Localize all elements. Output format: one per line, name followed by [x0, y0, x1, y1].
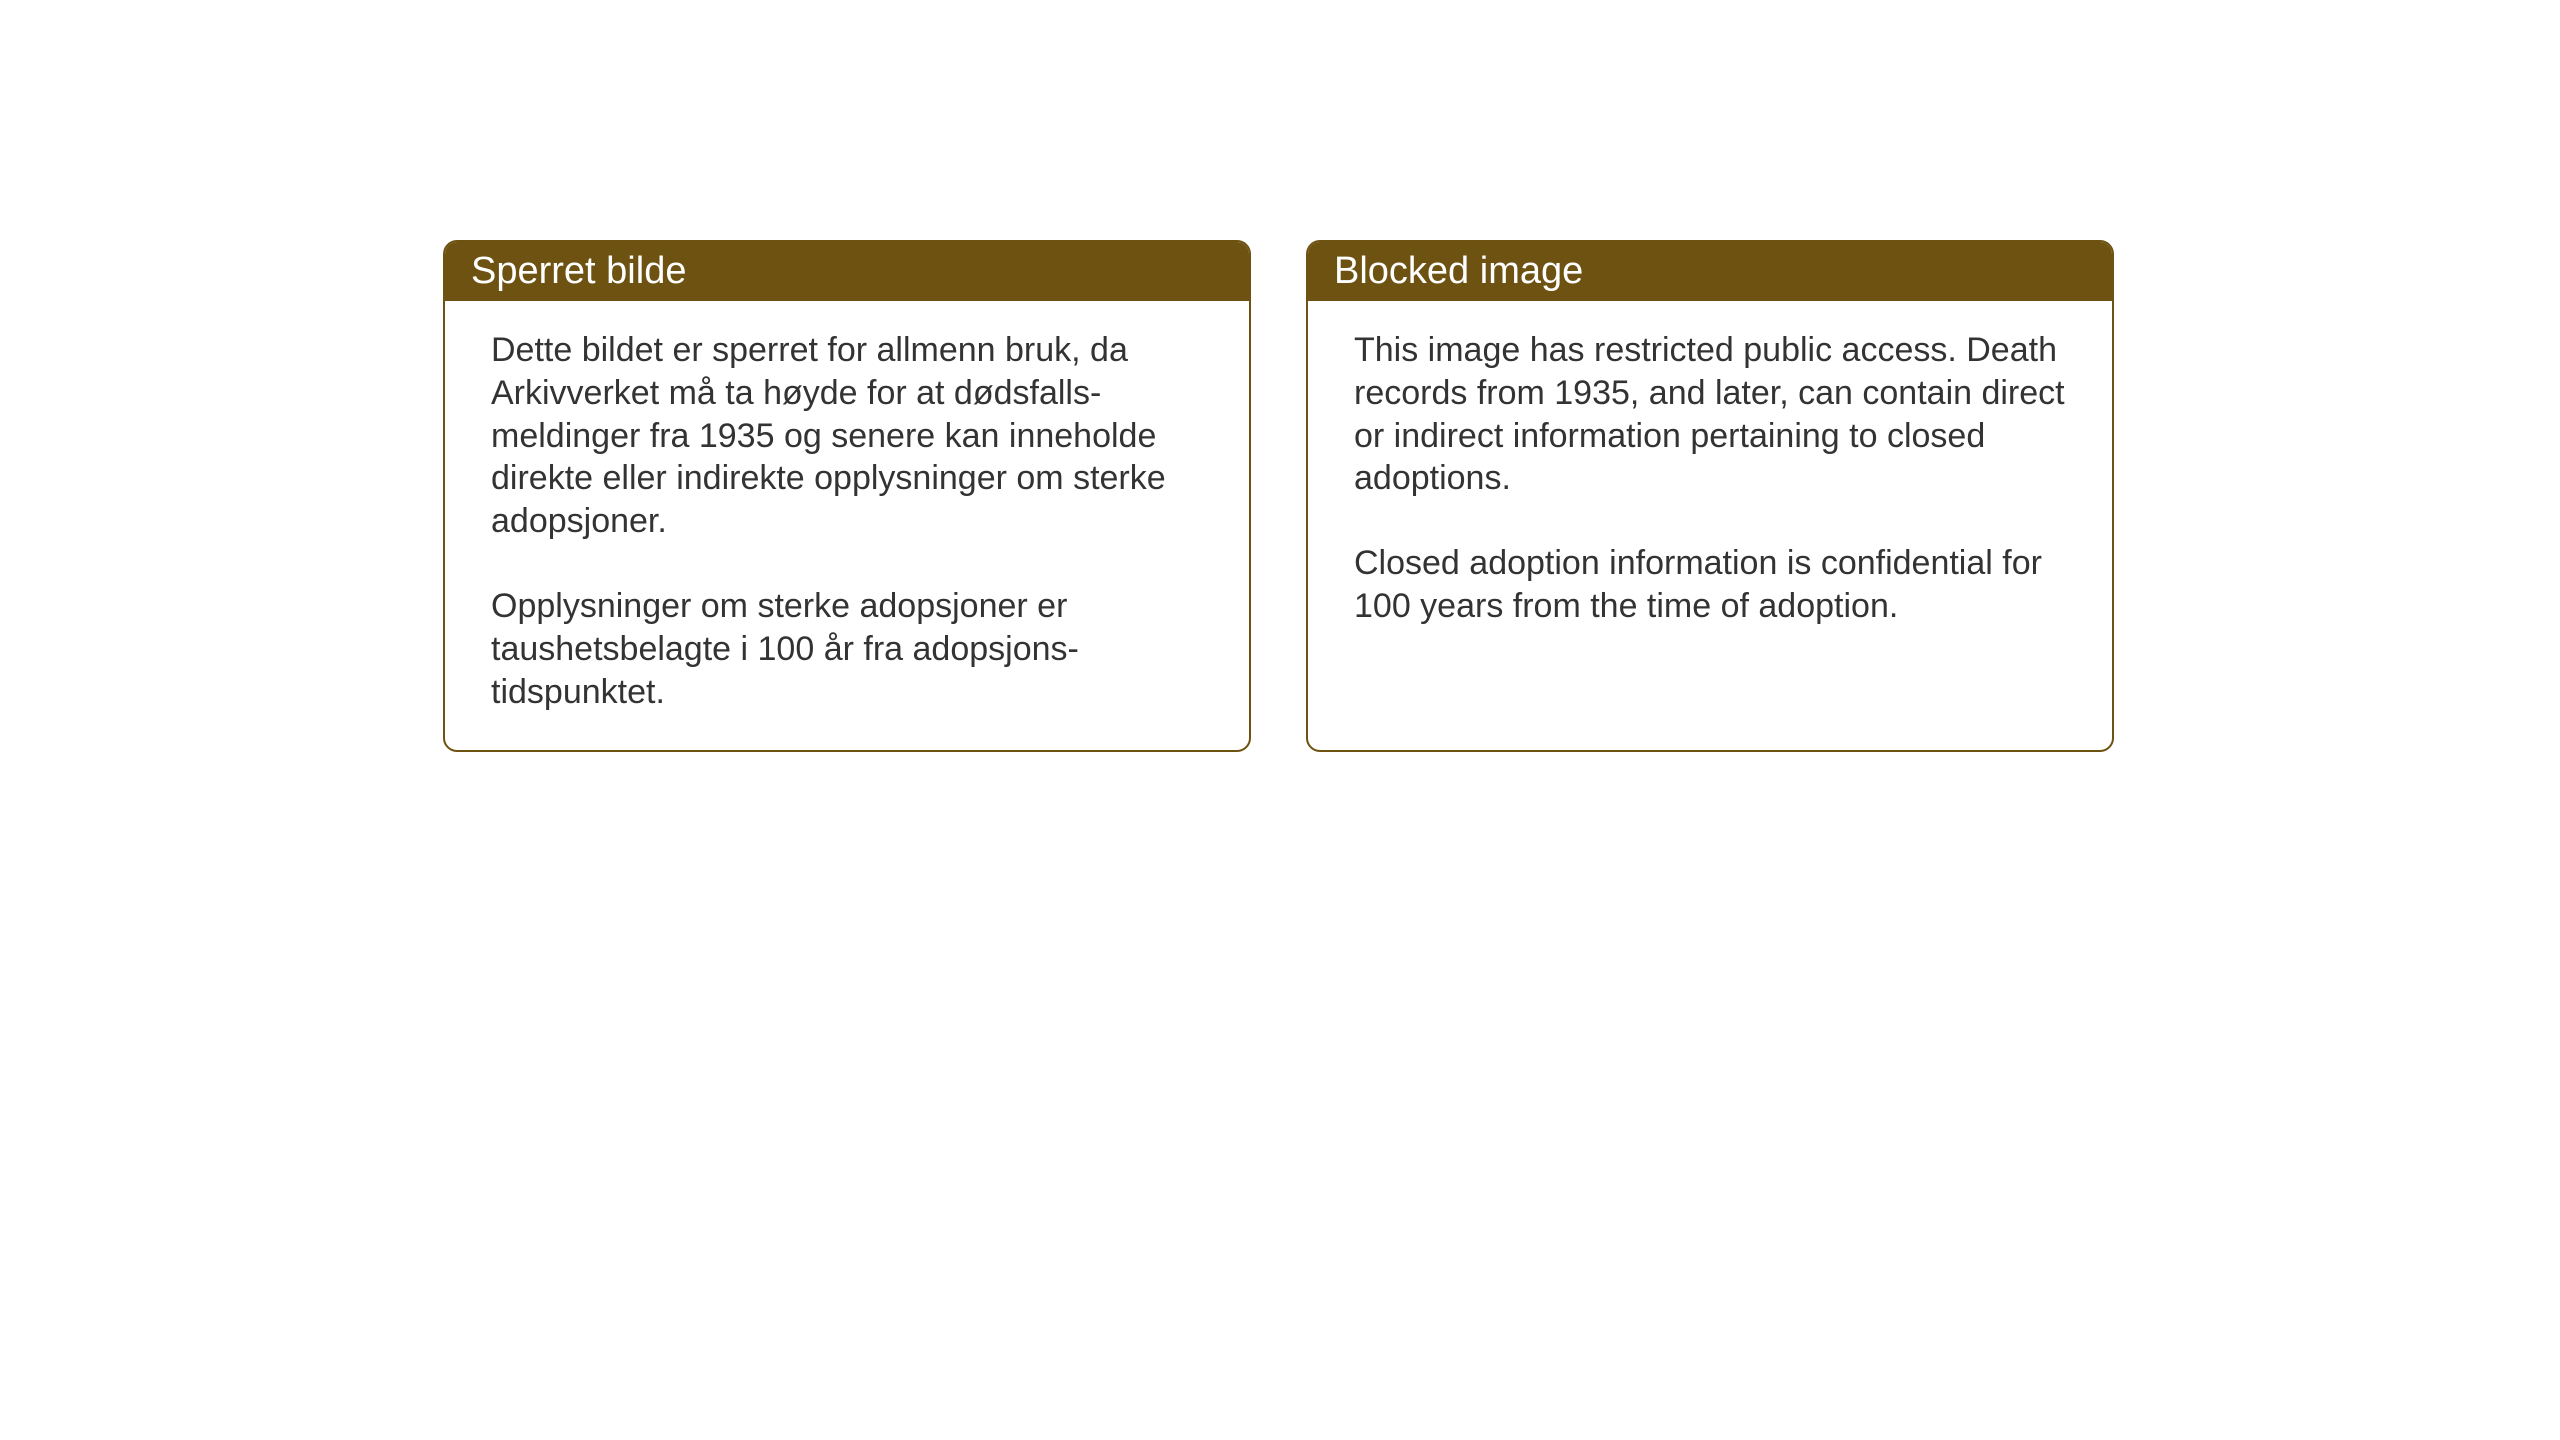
english-paragraph-2: Closed adoption information is confident…: [1354, 542, 2066, 628]
norwegian-card-title: Sperret bilde: [445, 242, 1249, 301]
norwegian-card-body: Dette bildet er sperret for allmenn bruk…: [445, 301, 1249, 750]
norwegian-paragraph-1: Dette bildet er sperret for allmenn bruk…: [491, 329, 1203, 543]
english-paragraph-1: This image has restricted public access.…: [1354, 329, 2066, 500]
norwegian-paragraph-2: Opplysninger om sterke adopsjoner er tau…: [491, 585, 1203, 713]
norwegian-notice-card: Sperret bilde Dette bildet er sperret fo…: [443, 240, 1251, 752]
english-card-body: This image has restricted public access.…: [1308, 301, 2112, 664]
english-notice-card: Blocked image This image has restricted …: [1306, 240, 2114, 752]
notice-container: Sperret bilde Dette bildet er sperret fo…: [443, 240, 2114, 752]
english-card-title: Blocked image: [1308, 242, 2112, 301]
